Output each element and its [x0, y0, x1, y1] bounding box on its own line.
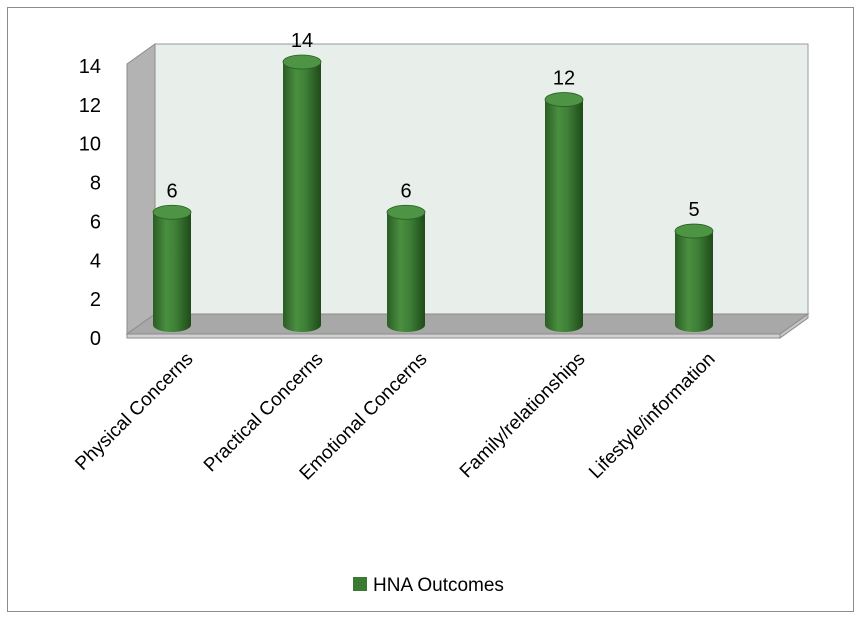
y-tick-label: 2	[90, 289, 101, 311]
bar-top	[544, 92, 584, 107]
y-tick-label: 8	[90, 173, 101, 195]
legend-label: HNA Outcomes	[373, 575, 504, 596]
data-label: 12	[553, 68, 575, 90]
bar-body	[283, 62, 321, 332]
y-tick-label: 12	[79, 95, 101, 117]
data-label: 5	[688, 199, 699, 221]
bar-top	[674, 223, 714, 239]
data-label: 14	[291, 30, 313, 52]
bar-body	[153, 212, 191, 332]
bar	[282, 54, 322, 332]
bar	[544, 92, 584, 332]
bar	[152, 204, 192, 332]
y-tick-label: 14	[79, 56, 101, 78]
legend-swatch	[353, 577, 367, 591]
bar-top	[282, 54, 322, 70]
bar-top	[386, 204, 426, 220]
side-wall	[126, 43, 156, 335]
y-tick-label: 10	[79, 134, 101, 156]
bar-top	[152, 204, 192, 220]
bar	[386, 204, 426, 332]
bars-group	[152, 54, 714, 332]
bar	[674, 223, 714, 332]
y-tick-label: 0	[90, 328, 101, 350]
y-axis-ticks: 0 2 4 6 8 10 12 14	[79, 56, 101, 350]
bar-body	[675, 231, 713, 332]
y-tick-label: 6	[90, 211, 101, 233]
data-labels-group: 6 14 6 12 5	[166, 30, 699, 221]
floor-side-edge	[779, 313, 809, 339]
data-label: 6	[166, 180, 177, 202]
data-label: 6	[400, 180, 411, 202]
floor-edge	[126, 333, 781, 339]
y-tick-label: 4	[90, 250, 101, 272]
legend: HNA Outcomes	[353, 575, 504, 596]
bar-body	[545, 99, 583, 332]
bar-body	[387, 212, 425, 332]
